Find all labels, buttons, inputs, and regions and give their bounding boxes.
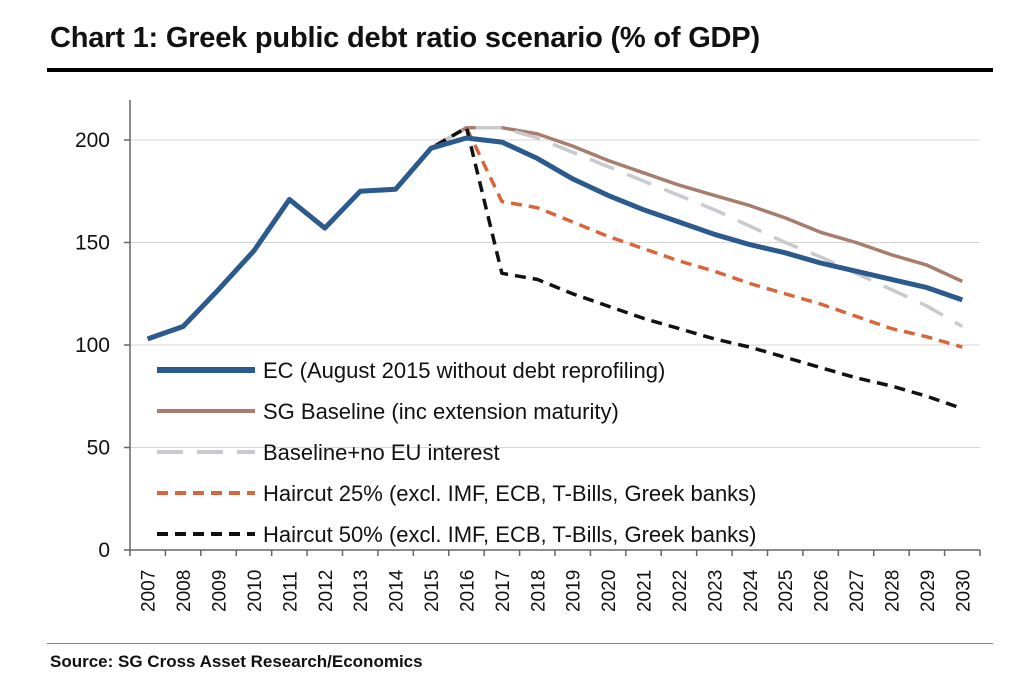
x-tick-label: 2015: [422, 570, 443, 612]
x-tick-label: 2026: [812, 570, 833, 612]
grid-lines: [130, 139, 980, 448]
series-lines: [146, 125, 964, 411]
x-tick-label: 2014: [387, 569, 408, 612]
series-line-0: [146, 135, 964, 342]
y-tick-label: 0: [98, 539, 110, 562]
x-tick-label: 2016: [457, 570, 478, 612]
legend-label-2: Baseline+no EU interest: [263, 440, 500, 465]
x-tick-label: 2030: [953, 570, 974, 612]
x-tick-label: 2013: [351, 570, 372, 612]
x-tick-label: 2010: [245, 570, 266, 612]
x-tick-label: 2009: [210, 570, 231, 612]
y-tick-label: 200: [75, 129, 110, 152]
x-tick-label: 2027: [847, 570, 868, 612]
x-tick-label: 2028: [882, 570, 903, 612]
axes: 0 50 100 150 200 2007 2008 2009 2010 2011 2012 2013…: [75, 100, 981, 612]
chart-title: Chart 1: Greek public debt ratio scenari…: [50, 22, 760, 54]
legend: EC (August 2015 without debt reprofiling…: [157, 358, 757, 547]
x-tick-label: 2029: [918, 570, 939, 612]
source-note: Source: SG Cross Asset Research/Economic…: [50, 652, 423, 671]
title-rule: [47, 68, 993, 72]
series-line-3: [147, 125, 963, 349]
legend-label-1: SG Baseline (inc extension maturity): [263, 399, 619, 424]
x-tick-label: 2020: [599, 570, 620, 612]
series-line-2: [147, 125, 964, 341]
series-line-1: [147, 125, 964, 341]
legend-label-4: Haircut 50% (excl. IMF, ECB, T-Bills, Gr…: [263, 522, 757, 547]
x-tick-label: 2007: [139, 570, 160, 612]
legend-label-0: EC (August 2015 without debt reprofiling…: [263, 358, 665, 383]
y-tick-label: 50: [87, 437, 110, 460]
x-tick-label: 2024: [741, 569, 762, 612]
x-tick-label: 2022: [670, 570, 691, 612]
chart: 0 50 100 150 200 2007 2008 2009 2010 2011 2012 2013…: [75, 100, 981, 612]
x-tick-label: 2012: [316, 570, 337, 612]
series-line-4: [147, 125, 963, 411]
x-tick-label: 2021: [635, 570, 656, 612]
y-tick-label: 100: [75, 334, 110, 357]
x-tick-label: 2025: [776, 570, 797, 612]
legend-label-3: Haircut 25% (excl. IMF, ECB, T-Bills, Gr…: [263, 481, 757, 506]
source-rule: [47, 643, 993, 644]
x-tick-label: 2017: [493, 570, 514, 612]
x-tick-label: 2023: [705, 570, 726, 612]
x-tick-label: 2018: [528, 570, 549, 612]
y-tick-label: 150: [75, 232, 110, 255]
x-tick-label: 2019: [564, 570, 585, 612]
x-tick-label: 2008: [174, 570, 195, 612]
x-tick-label: 2011: [280, 571, 301, 612]
